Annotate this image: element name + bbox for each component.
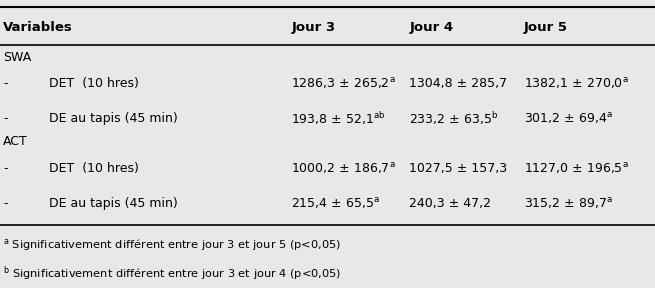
Text: 315,2 ± 89,7$^{\mathrm{a}}$: 315,2 ± 89,7$^{\mathrm{a}}$ bbox=[524, 196, 612, 211]
Text: 1286,3 ± 265,2$^{\mathrm{a}}$: 1286,3 ± 265,2$^{\mathrm{a}}$ bbox=[291, 76, 396, 91]
Text: 301,2 ± 69,4$^{\mathrm{a}}$: 301,2 ± 69,4$^{\mathrm{a}}$ bbox=[524, 111, 612, 126]
Text: Jour 4: Jour 4 bbox=[409, 21, 453, 34]
Text: DE au tapis (45 min): DE au tapis (45 min) bbox=[49, 111, 178, 125]
Text: 240,3 ± 47,2: 240,3 ± 47,2 bbox=[409, 196, 491, 210]
Text: -: - bbox=[3, 196, 8, 210]
Text: 1382,1 ± 270,0$^{\mathrm{a}}$: 1382,1 ± 270,0$^{\mathrm{a}}$ bbox=[524, 76, 629, 91]
Text: DET  (10 hres): DET (10 hres) bbox=[49, 77, 139, 90]
Text: Jour 5: Jour 5 bbox=[524, 21, 568, 34]
Text: 1127,0 ± 196,5$^{\mathrm{a}}$: 1127,0 ± 196,5$^{\mathrm{a}}$ bbox=[524, 161, 629, 176]
Text: 193,8 ± 52,1$^{\mathrm{ab}}$: 193,8 ± 52,1$^{\mathrm{ab}}$ bbox=[291, 110, 386, 126]
Text: -: - bbox=[3, 162, 8, 175]
Text: 1000,2 ± 186,7$^{\mathrm{a}}$: 1000,2 ± 186,7$^{\mathrm{a}}$ bbox=[291, 161, 396, 176]
Text: $^{\mathrm{a}}$ Significativement différent entre jour 3 et jour 5 (p<0,05): $^{\mathrm{a}}$ Significativement différ… bbox=[3, 238, 341, 253]
Text: 1027,5 ± 157,3: 1027,5 ± 157,3 bbox=[409, 162, 508, 175]
Text: Jour 3: Jour 3 bbox=[291, 21, 335, 34]
Text: 1304,8 ± 285,7: 1304,8 ± 285,7 bbox=[409, 77, 508, 90]
Text: ACT: ACT bbox=[3, 134, 28, 148]
Text: -: - bbox=[3, 111, 8, 125]
Text: DE au tapis (45 min): DE au tapis (45 min) bbox=[49, 196, 178, 210]
Text: SWA: SWA bbox=[3, 51, 31, 64]
Text: DET  (10 hres): DET (10 hres) bbox=[49, 162, 139, 175]
Text: 215,4 ± 65,5$^{\mathrm{a}}$: 215,4 ± 65,5$^{\mathrm{a}}$ bbox=[291, 196, 380, 211]
Text: 233,2 ± 63,5$^{\mathrm{b}}$: 233,2 ± 63,5$^{\mathrm{b}}$ bbox=[409, 110, 498, 126]
Text: Variables: Variables bbox=[3, 21, 73, 34]
Text: $^{\mathrm{b}}$ Significativement différent entre jour 3 et jour 4 (p<0,05): $^{\mathrm{b}}$ Significativement différ… bbox=[3, 265, 342, 283]
Text: -: - bbox=[3, 77, 8, 90]
